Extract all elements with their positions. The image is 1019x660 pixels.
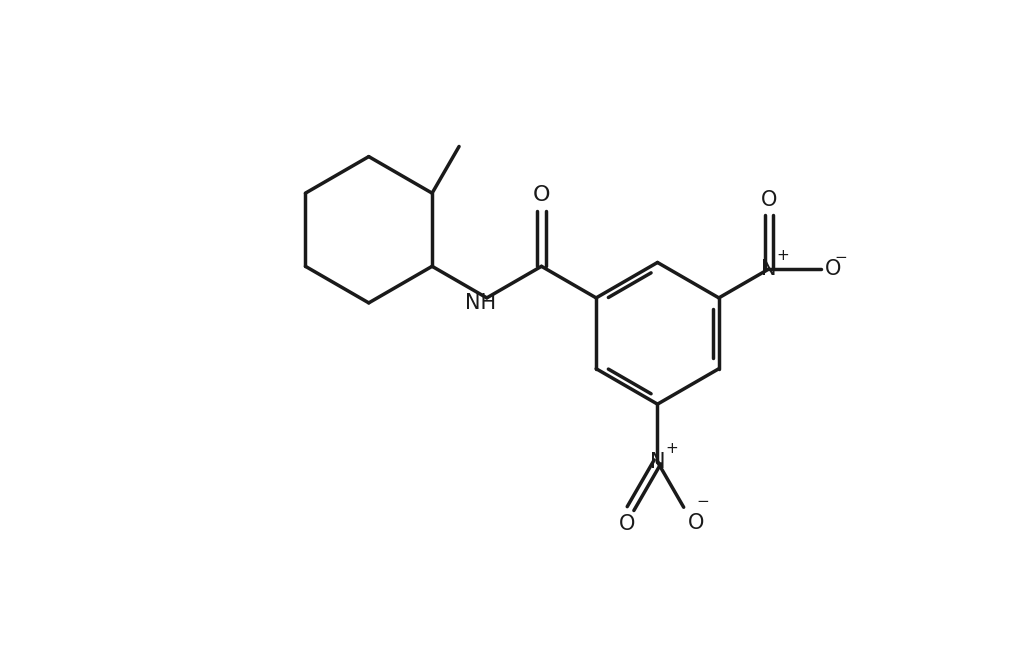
Text: NH: NH (465, 293, 495, 314)
Text: +: + (664, 442, 677, 456)
Text: O: O (760, 189, 776, 210)
Text: O: O (618, 514, 634, 534)
Text: N: N (760, 259, 775, 279)
Text: +: + (775, 248, 789, 263)
Text: −: − (834, 250, 846, 265)
Text: N: N (649, 452, 664, 472)
Text: −: − (696, 494, 708, 510)
Text: O: O (532, 185, 549, 205)
Text: O: O (687, 513, 703, 533)
Text: O: O (824, 259, 841, 279)
